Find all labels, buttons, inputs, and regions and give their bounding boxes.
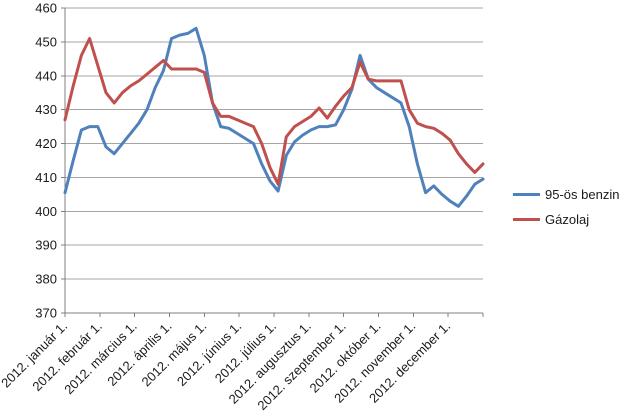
- y-axis-label: 370: [35, 306, 57, 321]
- y-axis-label: 410: [35, 170, 57, 185]
- y-axis-label: 430: [35, 102, 57, 117]
- y-axis-label: 390: [35, 238, 57, 253]
- legend-label-gazolaj: Gázolaj: [545, 212, 590, 227]
- y-axis-label: 440: [35, 68, 57, 83]
- gazolaj-line-swatch: [513, 218, 540, 221]
- y-axis-label: 450: [35, 34, 57, 49]
- legend-item-gazolaj: Gázolaj: [513, 212, 619, 227]
- gazolaj-line: [63, 37, 485, 186]
- benzin-line: [63, 26, 485, 208]
- legend-item-benzin: 95-ös benzin: [513, 187, 619, 202]
- y-axis-label: 420: [35, 136, 57, 151]
- y-axis-label: 400: [35, 204, 57, 219]
- benzin-line-swatch: [513, 193, 540, 196]
- legend-label-benzin: 95-ös benzin: [545, 187, 620, 202]
- y-axis-label: 380: [35, 272, 57, 287]
- y-axis-label: 460: [35, 1, 57, 16]
- legend: 95-ös benzin Gázolaj: [513, 187, 619, 237]
